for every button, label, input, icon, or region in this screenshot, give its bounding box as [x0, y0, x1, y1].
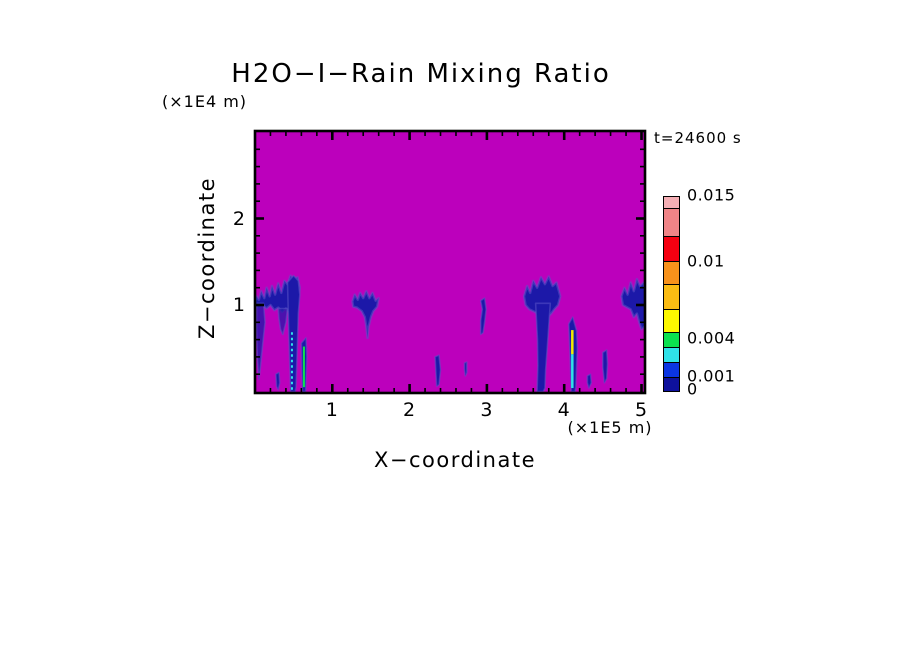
colorbar — [663, 196, 680, 392]
colorbar-segment-0.006-0.008 — [664, 283, 679, 310]
rain-feature-right-edge-cluster — [620, 277, 645, 331]
x-axis-unit-label: (×1E5 m) — [567, 418, 653, 437]
colorbar-segment-0-0.001 — [664, 376, 679, 391]
colorbar-segment-0.004-0.006 — [664, 308, 679, 333]
x-tick-label-3: 3 — [480, 399, 494, 421]
colorbar-segment-0.003-0.004 — [664, 331, 679, 348]
x-axis-title: X−coordinate — [374, 448, 536, 472]
y-tick-label-2: 2 — [232, 207, 246, 230]
colorbar-segment-0.008-0.010 — [664, 260, 679, 285]
field-background — [255, 131, 645, 393]
colorbar-label-0.015: 0.015 — [687, 185, 736, 205]
colorbar-label-0.004: 0.004 — [687, 328, 736, 348]
x-tick-label-5: 5 — [634, 399, 649, 421]
colorbar-segment-0.012-0.014 — [664, 207, 679, 237]
rain-feature-blob-x3 — [479, 297, 487, 336]
rain-feature-rain-shaft-1 — [286, 274, 301, 393]
colorbar-label-0.01: 0.01 — [687, 251, 725, 271]
chart-title: H2O−I−Rain Mixing Ratio — [231, 59, 611, 89]
plot-frame — [253, 129, 647, 395]
rain-feature-tiny-speck-x2.7 — [463, 361, 468, 377]
x-tick-label-1: 1 — [325, 399, 339, 421]
rain-feature-small-shaft-x2.4 — [434, 354, 442, 388]
x-tick-label-4: 4 — [557, 399, 571, 421]
x-tick-label-2: 2 — [403, 399, 417, 421]
rain-feature-mid-left-cluster — [351, 289, 380, 340]
y-axis-title: Z−coordinate — [195, 177, 219, 339]
rain-feature-right-cloud-stem — [534, 302, 552, 393]
rain-feature-tiny-speck-x4.3 — [586, 373, 593, 389]
rain-feature-corner-speck — [275, 371, 281, 391]
y-tick-label-1: 1 — [232, 294, 246, 316]
colorbar-segment-0.014-0.015 — [664, 197, 679, 209]
y-axis-unit-label: (×1E4 m) — [162, 92, 248, 111]
time-annotation: t=24600 s — [654, 129, 742, 147]
colorbar-segment-0.010-0.012 — [664, 235, 679, 262]
colorbar-label-0: 0 — [687, 379, 698, 399]
colorbar-segment-0.002-0.003 — [664, 346, 679, 363]
colorbar-segment-0.001-0.002 — [664, 361, 679, 378]
colorbar-label-0.001: 0.001 — [687, 366, 736, 386]
rain-feature-small-shaft-x4.5 — [601, 349, 609, 384]
contour-plot — [253, 129, 647, 395]
